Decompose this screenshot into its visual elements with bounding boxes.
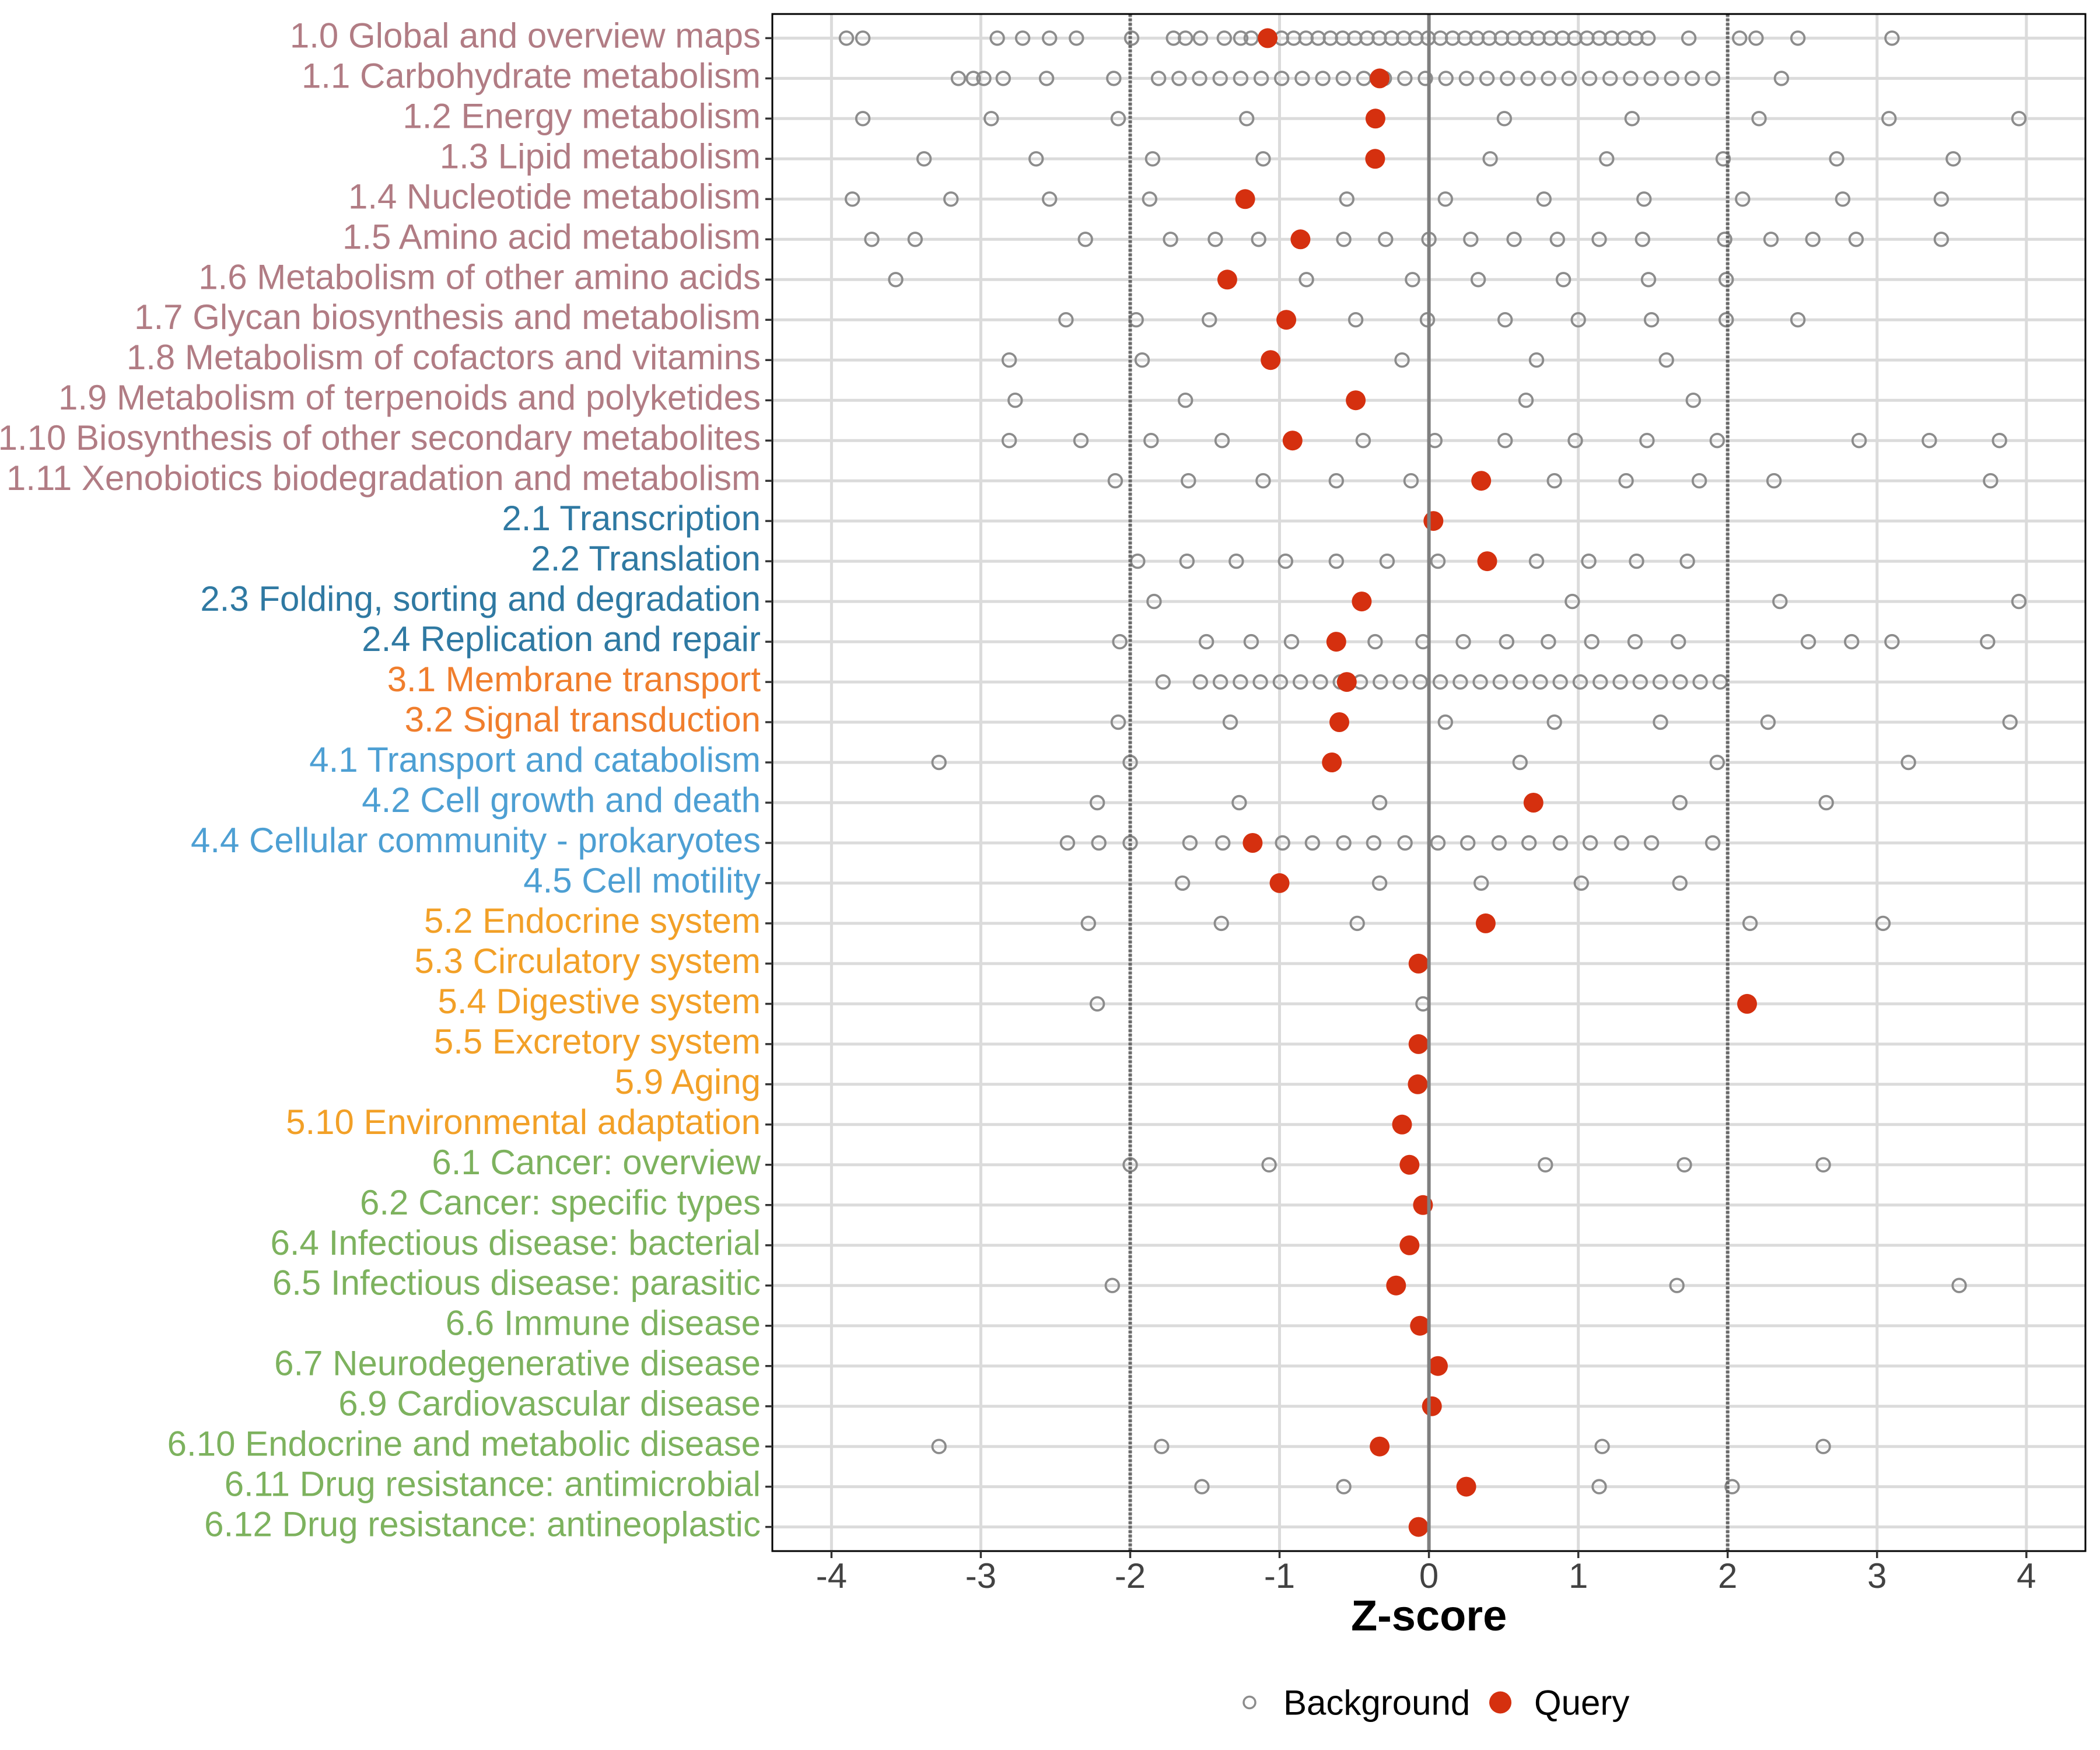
- svg-text:2.3 Folding, sorting and degra: 2.3 Folding, sorting and degradation: [200, 579, 761, 618]
- svg-text:5.4 Digestive system: 5.4 Digestive system: [438, 982, 761, 1021]
- svg-text:4.2 Cell growth and death: 4.2 Cell growth and death: [362, 780, 761, 820]
- svg-text:6.11 Drug resistance: antimicr: 6.11 Drug resistance: antimicrobial: [225, 1465, 761, 1504]
- svg-text:6.10 Endocrine and metabolic d: 6.10 Endocrine and metabolic disease: [167, 1424, 761, 1464]
- svg-text:2.4 Replication and repair: 2.4 Replication and repair: [362, 620, 761, 659]
- svg-text:Query: Query: [1534, 1684, 1629, 1723]
- svg-text:1.4 Nucleotide metabolism: 1.4 Nucleotide metabolism: [348, 177, 761, 216]
- svg-text:1.9 Metabolism of terpenoids a: 1.9 Metabolism of terpenoids and polyket…: [58, 378, 761, 417]
- svg-text:5.9 Aging: 5.9 Aging: [615, 1062, 761, 1101]
- svg-text:1.6 Metabolism of other amino: 1.6 Metabolism of other amino acids: [198, 257, 761, 296]
- svg-text:-2: -2: [1115, 1556, 1146, 1595]
- svg-text:-3: -3: [965, 1556, 996, 1595]
- svg-text:Z-score: Z-score: [1351, 1591, 1507, 1640]
- svg-text:1.7 Glycan biosynthesis and me: 1.7 Glycan biosynthesis and metabolism: [134, 298, 761, 337]
- svg-text:3.2 Signal transduction: 3.2 Signal transduction: [405, 700, 761, 739]
- svg-text:2: 2: [1718, 1556, 1737, 1595]
- svg-text:6.1 Cancer: overview: 6.1 Cancer: overview: [432, 1143, 761, 1182]
- svg-text:6.12 Drug resistance: antineop: 6.12 Drug resistance: antineoplastic: [204, 1505, 761, 1544]
- svg-text:6.6 Immune disease: 6.6 Immune disease: [446, 1304, 761, 1343]
- svg-text:1.0 Global and overview maps: 1.0 Global and overview maps: [290, 16, 761, 55]
- svg-text:1.8 Metabolism of cofactors an: 1.8 Metabolism of cofactors and vitamins: [127, 338, 761, 377]
- svg-text:6.2 Cancer: specific types: 6.2 Cancer: specific types: [360, 1183, 761, 1222]
- svg-text:3: 3: [1867, 1556, 1887, 1595]
- svg-text:6.5 Infectious disease: parasi: 6.5 Infectious disease: parasitic: [272, 1264, 761, 1303]
- svg-text:2.1 Transcription: 2.1 Transcription: [502, 499, 761, 538]
- svg-text:6.7 Neurodegenerative disease: 6.7 Neurodegenerative disease: [274, 1344, 761, 1383]
- svg-text:5.10 Environmental adaptation: 5.10 Environmental adaptation: [286, 1102, 761, 1142]
- svg-text:1.11 Xenobiotics biodegradatio: 1.11 Xenobiotics biodegradation and meta…: [6, 459, 761, 498]
- svg-text:6.4 Infectious disease: bacter: 6.4 Infectious disease: bacterial: [271, 1223, 761, 1262]
- svg-text:4.5 Cell motility: 4.5 Cell motility: [523, 861, 761, 900]
- svg-text:3.1 Membrane transport: 3.1 Membrane transport: [387, 660, 761, 699]
- svg-text:Background: Background: [1283, 1684, 1470, 1723]
- svg-text:1.3 Lipid metabolism: 1.3 Lipid metabolism: [440, 136, 761, 176]
- svg-text:5.3 Circulatory system: 5.3 Circulatory system: [415, 942, 761, 981]
- svg-text:5.5 Excretory system: 5.5 Excretory system: [434, 1022, 761, 1061]
- svg-text:-4: -4: [816, 1556, 847, 1595]
- svg-text:1.1 Carbohydrate metabolism: 1.1 Carbohydrate metabolism: [302, 56, 761, 95]
- svg-text:4: 4: [2017, 1556, 2036, 1595]
- svg-text:-1: -1: [1264, 1556, 1295, 1595]
- svg-text:4.1 Transport and catabolism: 4.1 Transport and catabolism: [309, 740, 761, 779]
- svg-text:1.2 Energy metabolism: 1.2 Energy metabolism: [402, 96, 761, 135]
- svg-text:2.2 Translation: 2.2 Translation: [531, 539, 761, 578]
- svg-text:5.2 Endocrine system: 5.2 Endocrine system: [424, 901, 761, 940]
- svg-text:6.9 Cardiovascular disease: 6.9 Cardiovascular disease: [338, 1384, 761, 1423]
- svg-text:1: 1: [1569, 1556, 1588, 1595]
- svg-text:1.10 Biosynthesis of other sec: 1.10 Biosynthesis of other secondary met…: [0, 418, 761, 457]
- svg-text:1.5 Amino acid metabolism: 1.5 Amino acid metabolism: [342, 217, 761, 256]
- svg-text:4.4 Cellular community - proka: 4.4 Cellular community - prokaryotes: [191, 821, 761, 860]
- svg-text:0: 0: [1419, 1556, 1438, 1595]
